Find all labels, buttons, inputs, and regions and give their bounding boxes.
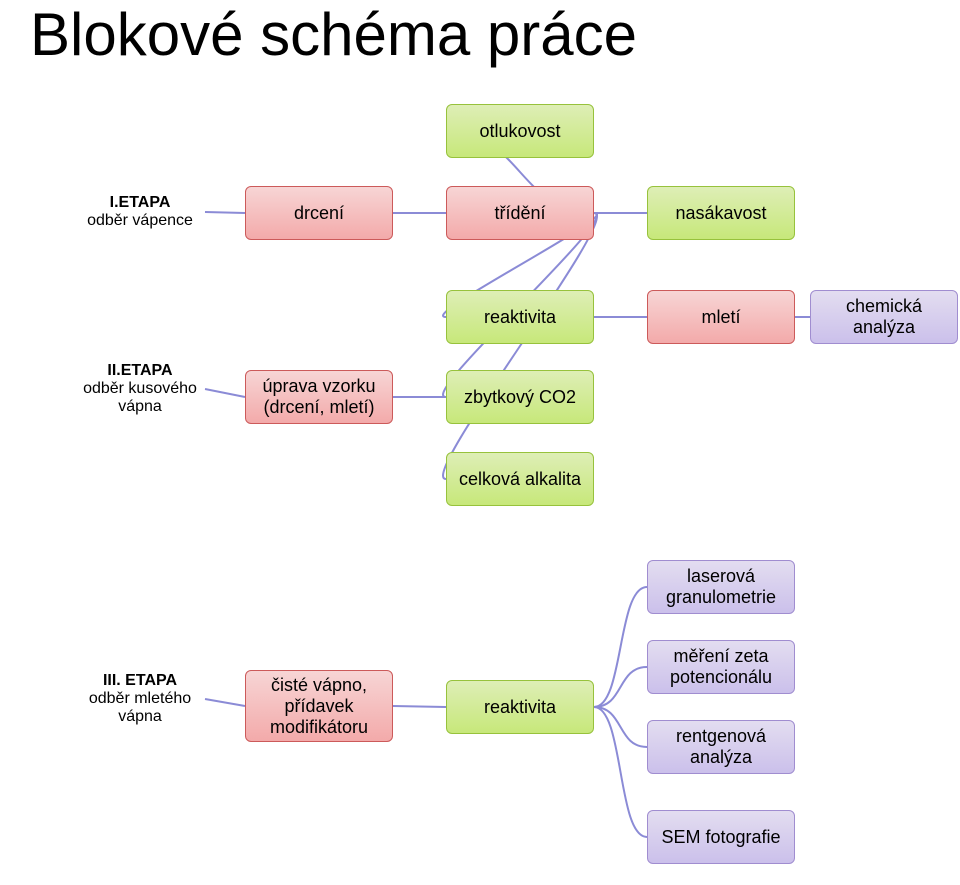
node-n_laser: laserová granulometrie [647,560,795,614]
node-n_trideni: třídění [446,186,594,240]
node-n_drceni: drcení [245,186,393,240]
label-p_e1: I.ETAPAodběr vápence [75,194,205,230]
node-n_reakt2: reaktivita [446,680,594,734]
node-n_mleti: mletí [647,290,795,344]
node-n_nasak: nasákavost [647,186,795,240]
node-n_uprava: úprava vzorku (drcení, mletí) [245,370,393,424]
node-n_reakt1: reaktivita [446,290,594,344]
node-n_alkal: celková alkalita [446,452,594,506]
node-n_sem: SEM fotografie [647,810,795,864]
node-n_zeta: měření zeta potencionálu [647,640,795,694]
node-n_co2: zbytkový CO2 [446,370,594,424]
node-n_rtg: rentgenová analýza [647,720,795,774]
node-n_chem: chemická analýza [810,290,958,344]
diagram-title: Blokové schéma práce [30,0,637,69]
node-n_vapno: čisté vápno, přídavek modifikátoru [245,670,393,742]
label-p_e2: II.ETAPAodběr kusovéhovápna [75,362,205,416]
node-n_otluk: otlukovost [446,104,594,158]
label-p_e3: III. ETAPAodběr mletéhovápna [75,672,205,726]
